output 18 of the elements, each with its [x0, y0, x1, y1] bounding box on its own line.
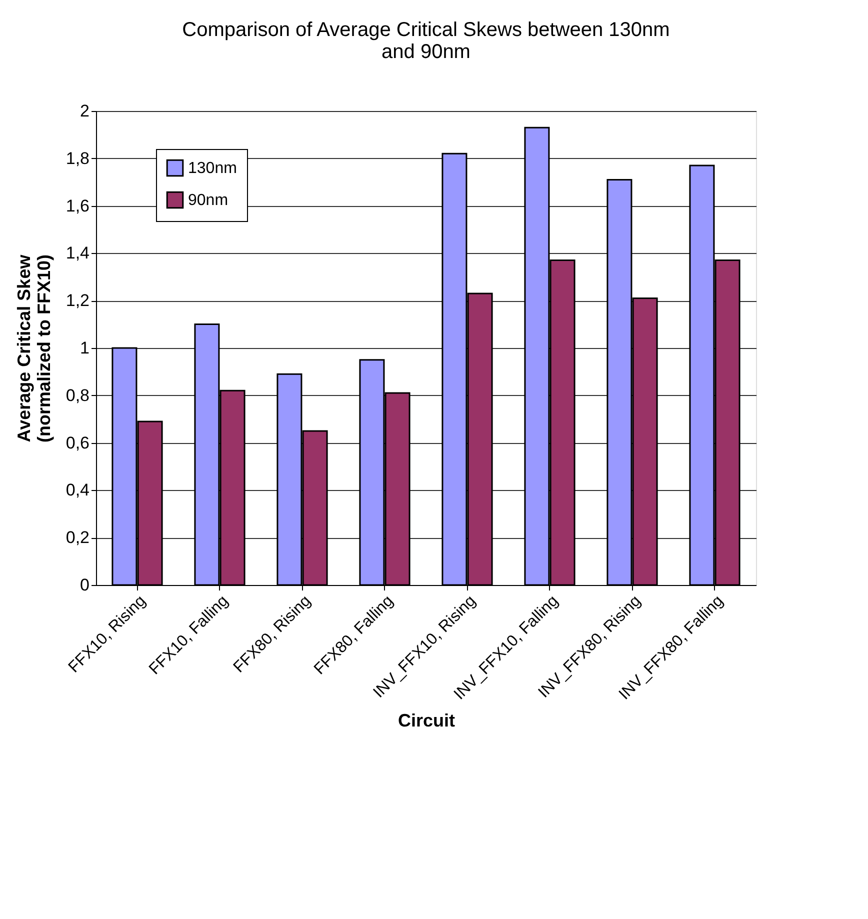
y-tick-label: 0,4 [66, 480, 90, 500]
y-tick-label: 1,2 [66, 291, 90, 310]
y-tick-label: 1,4 [66, 244, 90, 263]
text: Average Critical Skew [14, 254, 34, 442]
y-tick-label: 0,6 [66, 433, 90, 452]
legend-label: 130nm [188, 160, 237, 177]
y-tick-label: 0 [80, 576, 90, 594]
text: (normalized to FFX10) [34, 254, 54, 443]
y-tick-label: 2 [80, 102, 90, 120]
y-tick-label: 0,8 [66, 386, 90, 405]
y-tick-label: 1,6 [66, 196, 90, 216]
y-tick-label: 1 [80, 338, 90, 358]
y-tick-label: 0,2 [66, 528, 90, 548]
text: and 90nm [382, 41, 470, 63]
legend-label: 90nm [188, 192, 228, 209]
y-tick-label: 1,8 [66, 148, 90, 168]
x-axis-title: Circuit [398, 710, 456, 731]
text: Comparison of Average Critical Skews between 130nm [182, 19, 670, 41]
